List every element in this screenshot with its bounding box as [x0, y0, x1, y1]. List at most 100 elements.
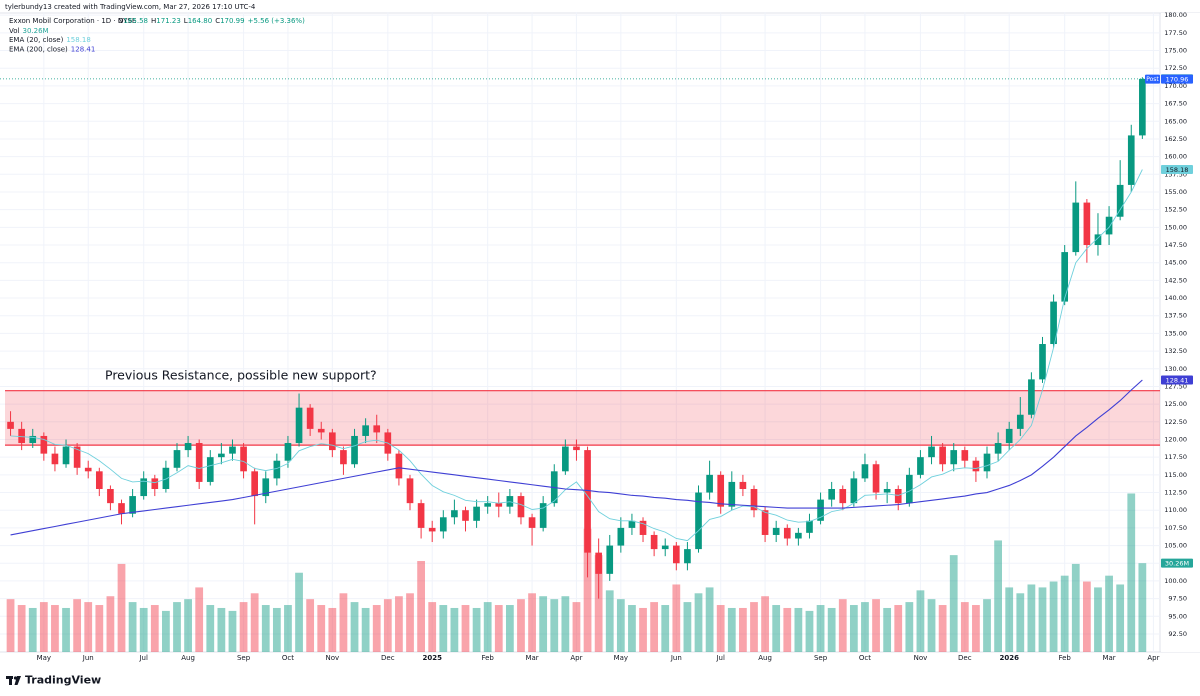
candle-body	[861, 464, 869, 479]
volume-bar	[761, 596, 769, 652]
volume-bar	[517, 599, 525, 652]
volume-bar	[605, 590, 614, 652]
volume-bar	[505, 605, 514, 652]
volume-bar	[139, 607, 148, 652]
ema-legend-value: 158.18	[66, 36, 91, 44]
candle-body	[617, 527, 625, 546]
candle-body	[229, 446, 236, 454]
ema-line	[10, 169, 1143, 542]
y-tick-label: 170.00	[1164, 82, 1187, 90]
volume-bar	[583, 528, 592, 652]
x-tick-label: Apr	[1147, 654, 1159, 662]
volume-bar	[894, 605, 903, 652]
volume-bar	[772, 605, 781, 652]
candle-body	[1127, 135, 1135, 185]
candle-body	[451, 510, 458, 518]
volume-bar	[1127, 493, 1136, 652]
y-tick-label: 120.00	[1164, 435, 1187, 443]
volume-bar	[750, 602, 758, 652]
candle-body	[417, 503, 425, 528]
candle-body	[439, 517, 447, 532]
volume-bar	[239, 602, 248, 652]
x-tick-label: Dec	[958, 654, 972, 662]
y-tick-label: 150.00	[1164, 223, 1187, 231]
candle-body	[1139, 78, 1146, 136]
volume-bar	[705, 587, 714, 652]
y-tick-label: 125.00	[1164, 400, 1187, 408]
candle-body	[539, 503, 547, 528]
volume-bar	[73, 599, 82, 652]
candle-body	[728, 481, 736, 507]
y-tick-label: 180.00	[1164, 11, 1187, 19]
candle-body	[251, 471, 258, 497]
candle-body	[1061, 252, 1069, 302]
candle-body	[129, 496, 136, 514]
volume-bar	[383, 599, 392, 652]
candle-body	[107, 488, 114, 504]
y-tick-label: 177.50	[1164, 29, 1187, 37]
candle-body	[473, 506, 480, 521]
x-tick-label: Nov	[326, 654, 340, 662]
candle-body	[639, 520, 647, 535]
volume-bar	[95, 605, 104, 652]
candle-body	[573, 446, 580, 451]
volume-bar	[872, 599, 880, 652]
ema-price-label-bg	[1161, 375, 1193, 385]
volume-bar	[683, 602, 692, 652]
volume-bar	[983, 599, 991, 652]
symbol: Exxon Mobil Corporation · 1D · NYSE	[9, 17, 136, 25]
volume-bar	[916, 590, 925, 652]
candle-body	[273, 460, 281, 479]
y-tick-label: 95.00	[1168, 612, 1187, 620]
candle-body	[1116, 184, 1124, 217]
ema-legend-name: EMA (200, close)	[9, 46, 68, 54]
candle-body	[262, 478, 270, 497]
candle-body	[684, 549, 691, 564]
volume-legend: Vol 30.26M	[9, 27, 49, 35]
volume-bar	[395, 596, 403, 652]
volume-bar	[927, 599, 936, 652]
candle-body	[395, 453, 403, 479]
volume-bar	[206, 605, 215, 652]
candle-body	[950, 450, 958, 465]
volume-bar	[228, 610, 237, 652]
x-tick-label: Jul	[138, 654, 148, 662]
candle-body	[151, 478, 159, 489]
ema-legend: EMA (200, close) 128.41	[9, 46, 95, 54]
volume-bar	[861, 602, 869, 652]
volume-bar	[716, 605, 725, 652]
ohlc-value: 170.99	[220, 17, 245, 25]
candle-body	[983, 453, 991, 472]
candle-body	[1005, 428, 1013, 444]
volume-bar	[938, 605, 947, 652]
candle-body	[994, 443, 1002, 454]
candle-body	[1016, 414, 1024, 429]
volume-bar	[727, 607, 736, 652]
volume-bar	[616, 599, 625, 652]
candle-body	[928, 446, 935, 458]
y-tick-label: 100.00	[1164, 577, 1187, 585]
candle-body	[295, 407, 303, 444]
ema-line	[10, 379, 1143, 536]
candle-body	[95, 471, 103, 489]
candle-body	[362, 425, 369, 436]
x-tick-label: Mar	[1102, 654, 1115, 662]
volume-bar	[106, 596, 115, 652]
y-tick-label: 130.00	[1164, 365, 1187, 373]
volume-legend-value: 30.26M	[22, 27, 48, 35]
candle-body	[650, 534, 658, 550]
y-tick-label: 122.50	[1164, 418, 1187, 426]
y-tick-label: 167.50	[1164, 100, 1187, 108]
volume-bar	[838, 599, 847, 652]
volume-bar	[1138, 563, 1147, 652]
ohlc-value: 171.23	[156, 17, 181, 25]
x-tick-label: Dec	[381, 654, 395, 662]
ohlc-value: 164.80	[188, 17, 213, 25]
volume-bar	[361, 607, 370, 652]
volume-bar	[694, 593, 703, 652]
candle-body	[883, 488, 891, 493]
candle-body	[850, 478, 858, 504]
candle-body	[717, 474, 725, 507]
volume-bar	[783, 607, 792, 652]
candle-body	[1094, 234, 1102, 246]
